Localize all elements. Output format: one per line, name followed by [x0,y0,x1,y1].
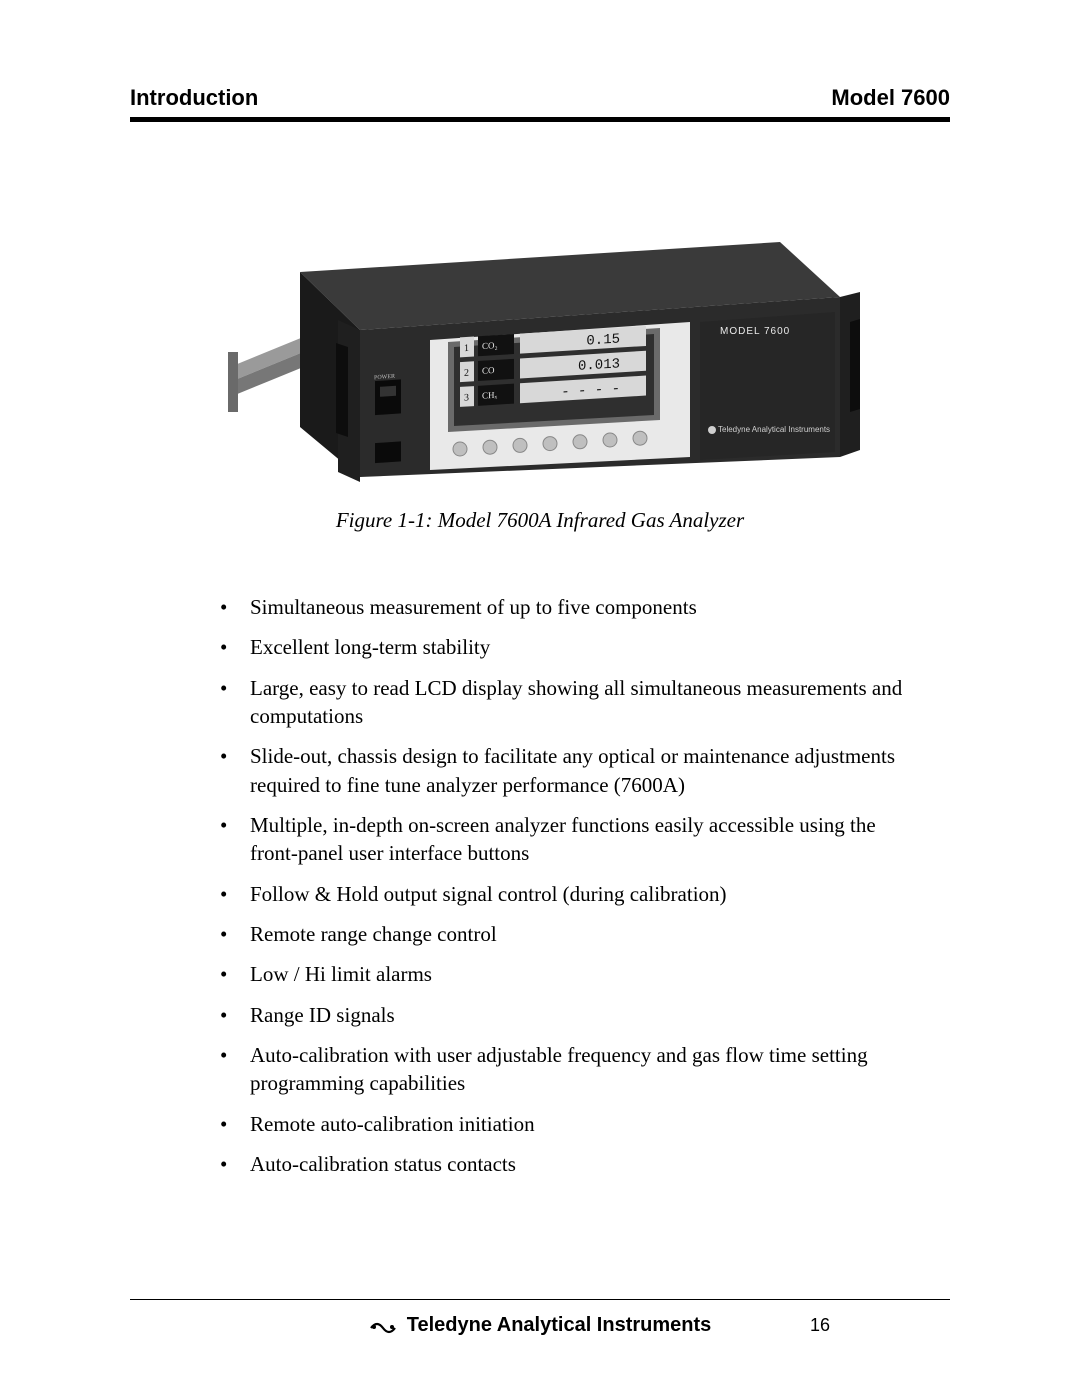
lcd-channel: 2 [464,368,469,379]
feature-item: Multiple, in-depth on-screen analyzer fu… [220,811,910,868]
document-page: Introduction Model 7600 [0,0,1080,1397]
panel-button [543,437,557,451]
panel-button [633,431,647,445]
feature-item: Large, easy to read LCD display showing … [220,674,910,731]
panel-button [603,433,617,447]
feature-item: Auto-calibration with user adjustable fr… [220,1041,910,1098]
device-illustration: POWER MODEL 7600 Teledyne Analytical Ins… [220,202,860,482]
feature-item: Slide-out, chassis design to facilitate … [220,742,910,799]
feature-item: Remote range change control [220,920,910,948]
feature-item: Simultaneous measurement of up to five c… [220,593,910,621]
footer-rule [130,1299,950,1300]
lcd-gas-label: CHₓ [482,390,497,401]
device-model-label: MODEL 7600 [720,326,790,337]
feature-list: Simultaneous measurement of up to five c… [220,593,910,1179]
figure-caption: Figure 1-1: Model 7600A Infrared Gas Ana… [336,508,744,533]
feature-item: Follow & Hold output signal control (dur… [220,880,910,908]
lcd-gas-label: CO₂ [482,340,498,351]
footer-company: Teledyne Analytical Instruments [407,1314,712,1337]
lcd-channel: 3 [464,392,469,403]
footer-logo-icon [369,1318,397,1334]
header-section-title: Introduction [130,85,258,111]
lcd-channel: 1 [464,343,469,354]
device-brand-label: Teledyne Analytical Instruments [718,425,830,434]
feature-item: Range ID signals [220,1001,910,1029]
lcd-value: 0.15 [586,332,620,350]
feature-item: Low / Hi limit alarms [220,960,910,988]
panel-button [573,435,587,449]
panel-button [453,442,467,456]
footer-page-number: 16 [810,1315,830,1336]
page-footer: Teledyne Analytical Instruments 16 [130,1299,950,1337]
lcd-value: 0.013 [578,356,620,375]
feature-item: Excellent long-term stability [220,633,910,661]
page-header: Introduction Model 7600 [130,85,950,117]
header-rule [130,117,950,122]
panel-button [513,438,527,452]
device-figure: POWER MODEL 7600 Teledyne Analytical Ins… [220,202,860,573]
feature-item: Remote auto-calibration initiation [220,1110,910,1138]
feature-item: Auto-calibration status contacts [220,1150,910,1178]
panel-button [483,440,497,454]
lcd-gas-label: CO [482,365,495,376]
header-model: Model 7600 [831,85,950,111]
